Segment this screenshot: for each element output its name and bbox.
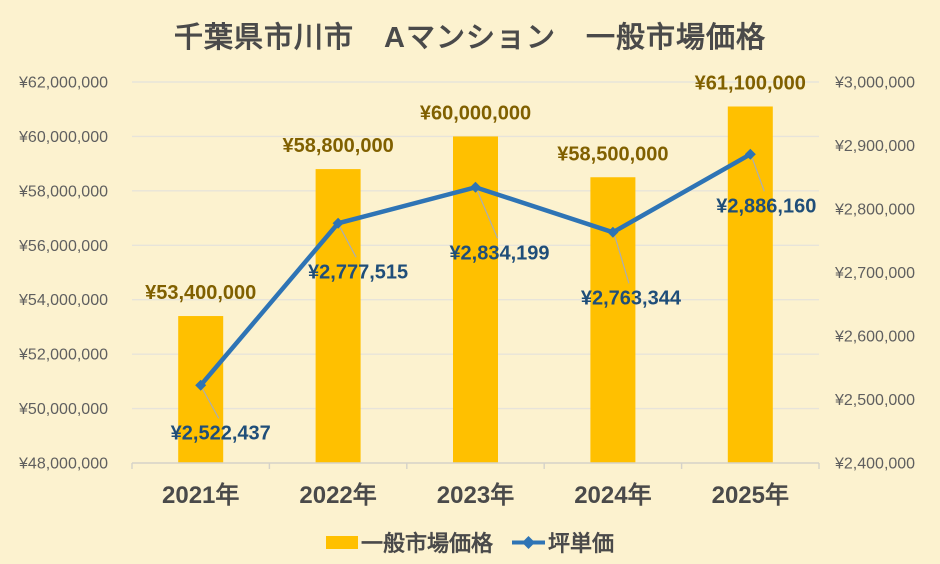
bar-2024年[interactable] — [590, 177, 636, 463]
right-axis-tick-label: ¥2,700,000 — [834, 265, 915, 282]
legend-item-market-price[interactable]: 一般市場価格 — [325, 526, 493, 558]
bar-data-label: ¥53,400,000 — [145, 282, 256, 304]
left-axis-tick-label: ¥58,000,000 — [18, 183, 108, 200]
left-axis-tick-label: ¥60,000,000 — [18, 129, 108, 146]
left-axis-tick-label: ¥52,000,000 — [18, 347, 108, 364]
x-axis-category-label: 2024年 — [574, 481, 651, 509]
label-leader-line — [339, 226, 357, 258]
legend-item-tsubo-price[interactable]: 坪単価 — [512, 526, 614, 558]
line-marker-2021年[interactable] — [195, 379, 207, 391]
line-data-label: ¥2,763,344 — [581, 287, 682, 309]
label-leader-line — [476, 191, 499, 239]
left-axis-tick-label: ¥56,000,000 — [18, 238, 108, 255]
line-data-label: ¥2,834,199 — [449, 242, 549, 264]
bar-swatch-icon — [325, 535, 358, 549]
line-marker-icon — [512, 535, 545, 549]
legend: 一般市場価格 坪単価 — [0, 527, 940, 557]
line-data-label: ¥2,886,160 — [716, 195, 816, 217]
bar-data-label: ¥60,000,000 — [420, 102, 531, 124]
right-axis-tick-label: ¥2,800,000 — [834, 202, 915, 219]
bar-data-label: ¥58,500,000 — [557, 143, 668, 165]
left-axis-tick-label: ¥50,000,000 — [18, 401, 108, 418]
bar-2025年[interactable] — [727, 106, 773, 463]
right-axis-tick-label: ¥2,600,000 — [834, 329, 915, 346]
right-axis-tick-label: ¥2,400,000 — [834, 456, 915, 473]
x-axis-category-label: 2022年 — [299, 481, 376, 509]
left-axis-tick-label: ¥62,000,000 — [18, 75, 108, 92]
bar-data-label: ¥58,800,000 — [282, 135, 393, 157]
line-marker-2023年[interactable] — [470, 181, 481, 193]
line-data-label: ¥2,522,437 — [171, 422, 271, 444]
x-axis-category-label: 2025年 — [712, 481, 789, 509]
line-marker-2022年[interactable] — [332, 217, 344, 229]
left-axis-tick-label: ¥48,000,000 — [18, 456, 108, 473]
bar-2022年[interactable] — [315, 169, 361, 464]
line-marker-2024年[interactable] — [607, 226, 619, 238]
bar-data-label: ¥61,100,000 — [695, 72, 806, 94]
label-leader-line — [202, 388, 220, 419]
line-data-label: ¥2,777,515 — [308, 261, 408, 283]
label-leader-line — [751, 158, 765, 192]
legend-label-tsubo-price: 坪単価 — [548, 531, 615, 556]
right-axis-tick-label: ¥2,900,000 — [834, 138, 915, 155]
label-leader-line — [614, 236, 630, 284]
chart-title: 千葉県市川市 Aマンション 一般市場価格 — [174, 22, 766, 54]
left-axis-tick-label: ¥54,000,000 — [18, 292, 108, 309]
right-axis-tick-label: ¥3,000,000 — [834, 75, 915, 92]
x-axis-category-label: 2023年 — [437, 481, 514, 509]
x-axis-category-label: 2021年 — [162, 481, 239, 509]
right-axis-tick-label: ¥2,500,000 — [834, 392, 915, 409]
line-marker-2025年[interactable] — [744, 148, 756, 160]
legend-label-market-price: 一般市場価格 — [360, 531, 493, 556]
